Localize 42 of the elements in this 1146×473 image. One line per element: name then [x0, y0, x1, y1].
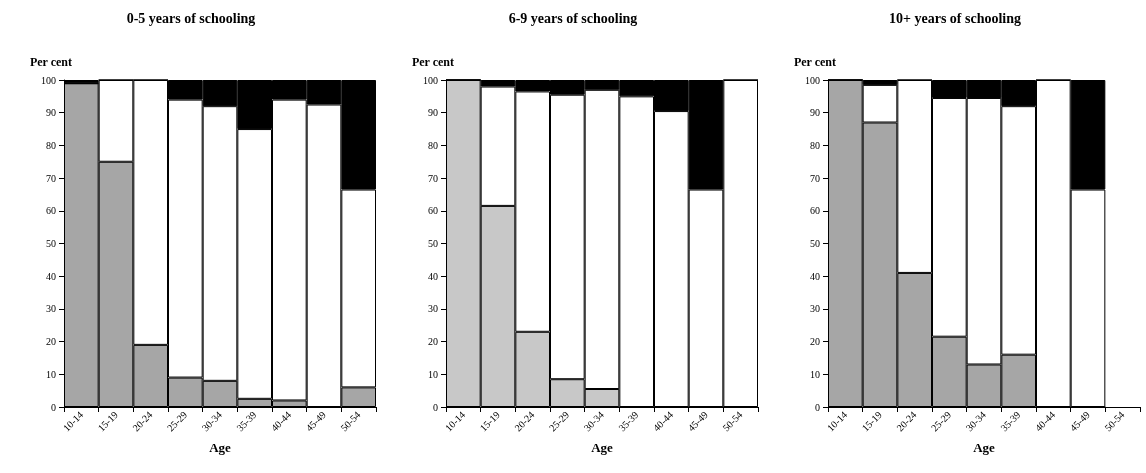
chart-title: 0-5 years of schooling	[126, 10, 256, 26]
y-tick-label: 50	[46, 238, 56, 249]
y-axis-title: Per cent	[411, 55, 454, 69]
y-tick-label: 70	[428, 172, 438, 184]
y-tick-label: 90	[810, 107, 820, 119]
y-tick-label: 20	[810, 336, 820, 348]
y-tick-label: 0	[51, 401, 56, 413]
y-tick-label: 90	[46, 107, 56, 119]
y-tick-label: 80	[46, 139, 56, 151]
y-tick-label: 40	[428, 270, 438, 282]
y-tick-label: 10	[428, 368, 438, 380]
y-tick-label: 30	[428, 303, 438, 315]
y-tick-label: 90	[428, 107, 438, 119]
y-axis-title: Per cent	[793, 55, 836, 69]
y-tick-label: 70	[46, 172, 56, 184]
y-tick-label: 100	[423, 74, 438, 86]
y-tick-label: 20	[46, 336, 56, 348]
y-tick-label: 40	[46, 270, 56, 282]
y-tick-label: 30	[810, 303, 820, 315]
chart-title: 6-9 years of schooling	[508, 10, 638, 26]
y-tick-label: 20	[428, 336, 438, 348]
y-tick-label: 60	[46, 205, 56, 217]
y-tick-label: 50	[428, 238, 438, 249]
y-tick-label: 100	[805, 74, 820, 86]
y-tick-label: 10	[810, 368, 820, 380]
y-tick-label: 50	[810, 238, 820, 249]
y-tick-label: 60	[428, 205, 438, 217]
y-tick-label: 80	[810, 139, 820, 151]
y-tick-label: 10	[46, 368, 56, 380]
y-tick-label: 0	[815, 401, 820, 413]
y-tick-label: 0	[433, 401, 438, 413]
x-axis-title: Age	[209, 440, 232, 455]
y-tick-label: 100	[41, 74, 56, 86]
chart-title: 10+ years of schooling	[888, 10, 1022, 26]
y-tick-label: 80	[428, 139, 438, 151]
y-tick-label: 60	[810, 205, 820, 217]
x-axis-title: Age	[973, 440, 996, 455]
y-tick-label: 40	[810, 270, 820, 282]
y-axis-title: Per cent	[29, 55, 72, 69]
y-tick-label: 70	[810, 172, 820, 184]
y-tick-label: 30	[46, 303, 56, 315]
x-axis-title: Age	[591, 440, 614, 455]
